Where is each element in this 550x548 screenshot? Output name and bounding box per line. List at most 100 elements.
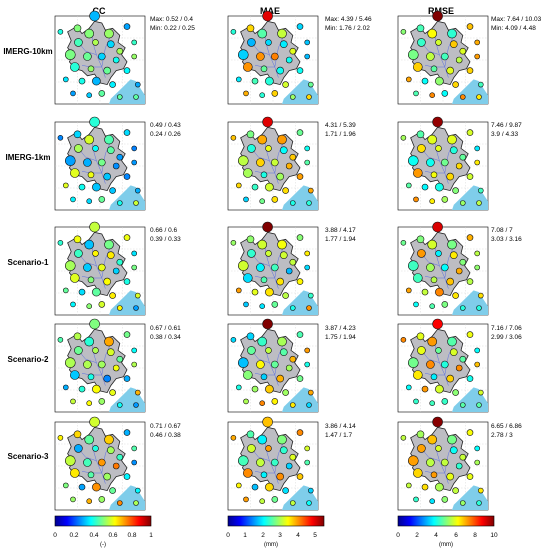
station-marker xyxy=(417,249,426,258)
stat-max-r2-mae: 3.88 / 4.17 xyxy=(325,227,356,234)
station-marker xyxy=(238,260,249,272)
station-marker xyxy=(417,144,426,153)
station-marker xyxy=(296,473,304,480)
station-marker xyxy=(74,444,83,453)
station-marker xyxy=(259,400,266,407)
column-title-mae: MAE xyxy=(260,6,280,16)
station-marker xyxy=(400,28,407,35)
station-marker xyxy=(429,92,436,98)
station-marker xyxy=(135,81,141,88)
station-marker xyxy=(109,292,116,299)
station-marker xyxy=(65,455,76,467)
station-marker xyxy=(279,348,288,357)
station-marker xyxy=(400,135,407,141)
station-marker xyxy=(243,468,253,478)
station-marker xyxy=(430,276,438,284)
station-marker xyxy=(474,159,481,166)
map-panel-r4-c1 xyxy=(227,416,319,511)
station-marker xyxy=(430,65,438,73)
station-marker xyxy=(57,434,64,441)
station-marker xyxy=(276,172,285,181)
map-panel-r2-c1 xyxy=(227,221,319,316)
station-marker xyxy=(78,288,86,296)
station-marker xyxy=(455,267,463,275)
station-marker xyxy=(243,168,253,178)
station-marker xyxy=(447,434,457,445)
station-marker xyxy=(236,482,242,489)
station-marker xyxy=(459,453,467,461)
colorbar-cc-tick-4: 0.8 xyxy=(127,532,136,539)
station-marker xyxy=(440,158,449,167)
station-marker xyxy=(73,24,82,33)
station-marker xyxy=(304,250,311,257)
station-marker xyxy=(271,398,279,405)
station-marker xyxy=(236,182,242,189)
station-marker xyxy=(73,130,82,139)
station-marker xyxy=(429,400,436,407)
station-marker xyxy=(84,239,94,250)
station-marker xyxy=(112,162,120,170)
colorbar-cc-bar xyxy=(54,515,152,527)
station-marker xyxy=(87,171,95,179)
station-marker xyxy=(416,24,425,33)
station-marker xyxy=(116,153,124,161)
station-marker xyxy=(413,398,419,405)
station-marker xyxy=(57,135,64,141)
station-marker xyxy=(57,240,64,246)
station-marker xyxy=(73,235,82,244)
station-marker xyxy=(446,66,455,75)
station-marker xyxy=(455,462,463,470)
station-marker xyxy=(459,200,466,206)
station-marker xyxy=(123,473,131,480)
station-marker xyxy=(441,398,449,405)
station-marker xyxy=(449,251,458,259)
station-marker xyxy=(98,496,106,503)
station-marker xyxy=(70,90,76,97)
stat-max-r0-cc: Max: 0.52 / 0.4 xyxy=(150,16,193,23)
station-marker xyxy=(236,287,242,294)
station-marker xyxy=(449,446,458,455)
station-marker xyxy=(421,385,429,393)
station-marker xyxy=(466,23,474,30)
station-marker xyxy=(251,77,259,85)
station-marker xyxy=(421,288,429,296)
station-marker xyxy=(257,239,268,250)
station-marker xyxy=(104,28,114,39)
river-line xyxy=(444,35,455,68)
station-marker xyxy=(256,158,265,167)
colorbar-cc: 0 0.2 0.4 0.6 0.8 1 (-) xyxy=(53,515,153,548)
station-marker xyxy=(123,23,131,30)
stat-min-r2-mae: 1.77 / 1.94 xyxy=(325,236,356,243)
station-marker xyxy=(435,39,442,46)
station-marker xyxy=(243,398,249,405)
station-marker xyxy=(441,196,449,203)
stat-max-r1-mae: 4.31 / 5.39 xyxy=(325,122,356,129)
station-marker xyxy=(65,357,76,369)
stat-max-r0-rmse: Max: 7.64 / 10.03 xyxy=(491,16,542,23)
stat-min-r3-cc: 0.38 / 0.34 xyxy=(150,334,181,341)
station-marker xyxy=(304,159,311,166)
river-line xyxy=(274,35,285,68)
colorbar-mae-tick-2: 2 xyxy=(261,532,265,539)
stat-max-r0-mae: Max: 4.39 / 5.46 xyxy=(325,16,372,23)
station-marker xyxy=(236,384,242,391)
station-marker xyxy=(247,249,256,258)
station-marker xyxy=(271,196,279,203)
station-marker xyxy=(446,374,455,383)
station-marker xyxy=(413,196,419,203)
station-marker xyxy=(133,200,139,206)
station-marker xyxy=(270,52,279,61)
station-marker xyxy=(412,468,423,478)
station-marker xyxy=(98,458,106,467)
station-marker xyxy=(116,355,124,363)
station-marker xyxy=(440,263,449,272)
station-marker xyxy=(405,182,412,189)
station-marker xyxy=(98,398,106,405)
station-marker xyxy=(70,168,80,178)
station-marker xyxy=(74,249,83,258)
station-marker xyxy=(103,374,111,383)
river-line xyxy=(444,141,455,174)
station-marker xyxy=(123,67,131,74)
station-marker xyxy=(243,301,249,308)
river-line xyxy=(101,246,112,279)
